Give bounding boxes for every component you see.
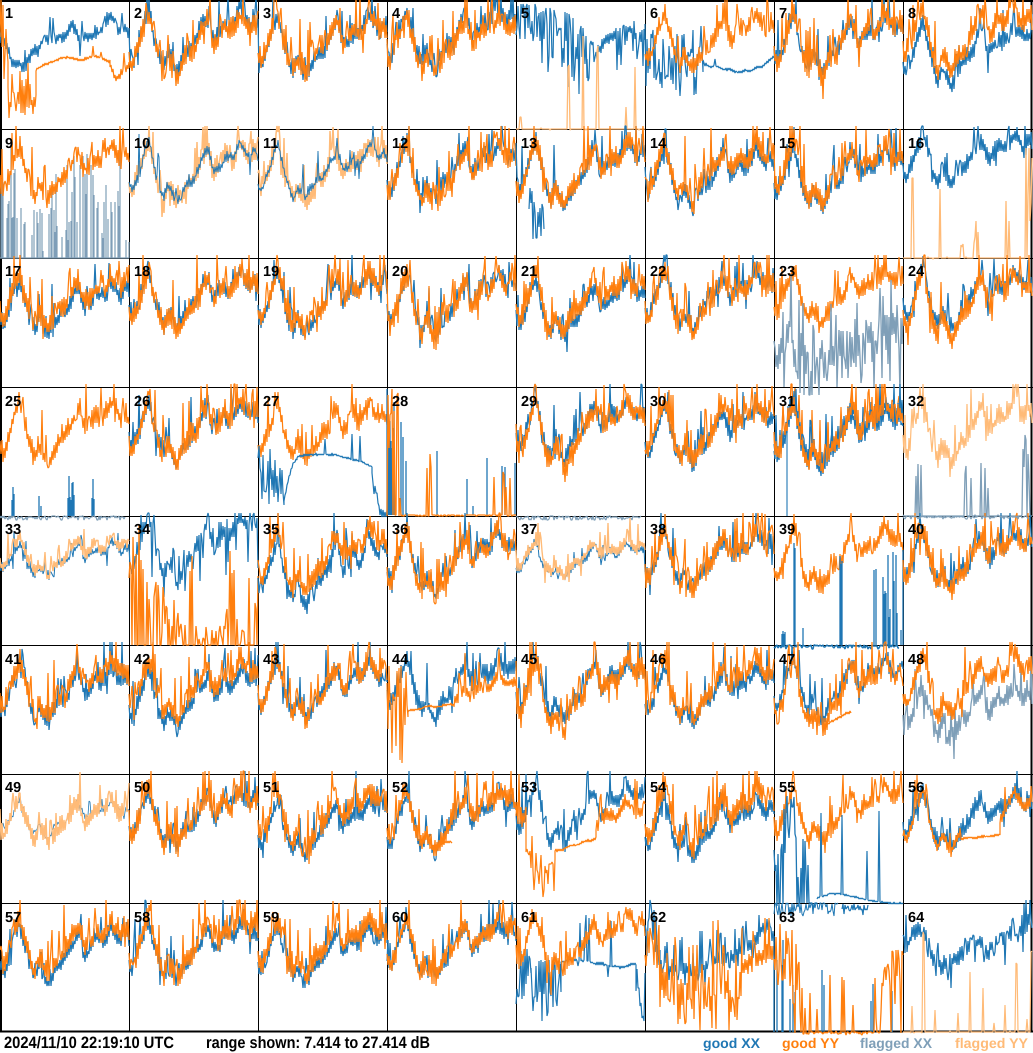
svg-text:13: 13	[521, 136, 537, 152]
svg-text:40: 40	[908, 522, 924, 538]
svg-text:41: 41	[5, 652, 21, 668]
svg-text:2: 2	[134, 6, 142, 22]
svg-text:1: 1	[5, 6, 13, 22]
svg-text:43: 43	[263, 652, 279, 668]
svg-text:12: 12	[392, 136, 408, 152]
svg-text:good YY: good YY	[782, 1035, 840, 1051]
svg-text:62: 62	[650, 910, 666, 926]
svg-text:35: 35	[263, 522, 279, 538]
svg-text:32: 32	[908, 394, 924, 410]
svg-text:7: 7	[779, 6, 787, 22]
svg-text:21: 21	[521, 264, 537, 280]
svg-text:31: 31	[779, 394, 795, 410]
svg-text:58: 58	[134, 910, 150, 926]
svg-text:34: 34	[134, 522, 150, 538]
svg-text:30: 30	[650, 394, 666, 410]
svg-text:57: 57	[5, 910, 21, 926]
svg-text:flagged YY: flagged YY	[955, 1035, 1029, 1051]
svg-text:60: 60	[392, 910, 408, 926]
svg-text:48: 48	[908, 652, 924, 668]
svg-text:56: 56	[908, 780, 924, 796]
svg-text:6: 6	[650, 6, 658, 22]
svg-text:64: 64	[908, 910, 924, 926]
svg-text:54: 54	[650, 780, 666, 796]
svg-text:25: 25	[5, 394, 21, 410]
svg-text:29: 29	[521, 394, 537, 410]
svg-text:15: 15	[779, 136, 795, 152]
svg-text:61: 61	[521, 910, 537, 926]
svg-text:17: 17	[5, 264, 21, 280]
svg-text:2024/11/10 22:19:10 UTC: 2024/11/10 22:19:10 UTC	[4, 1034, 174, 1052]
svg-text:5: 5	[521, 6, 529, 22]
svg-text:19: 19	[263, 264, 279, 280]
svg-text:16: 16	[908, 136, 924, 152]
svg-text:49: 49	[5, 780, 21, 796]
svg-text:10: 10	[134, 136, 150, 152]
svg-text:47: 47	[779, 652, 795, 668]
svg-text:33: 33	[5, 522, 21, 538]
svg-text:8: 8	[908, 6, 916, 22]
svg-text:53: 53	[521, 780, 537, 796]
svg-text:26: 26	[134, 394, 150, 410]
svg-text:28: 28	[392, 394, 408, 410]
svg-text:59: 59	[263, 910, 279, 926]
svg-text:52: 52	[392, 780, 408, 796]
svg-text:23: 23	[779, 264, 795, 280]
svg-text:45: 45	[521, 652, 537, 668]
svg-text:42: 42	[134, 652, 150, 668]
svg-text:51: 51	[263, 780, 279, 796]
svg-text:22: 22	[650, 264, 666, 280]
svg-text:36: 36	[392, 522, 408, 538]
svg-text:4: 4	[392, 6, 400, 22]
svg-text:39: 39	[779, 522, 795, 538]
svg-text:46: 46	[650, 652, 666, 668]
svg-text:20: 20	[392, 264, 408, 280]
svg-text:38: 38	[650, 522, 666, 538]
svg-text:37: 37	[521, 522, 537, 538]
svg-text:9: 9	[5, 136, 13, 152]
svg-text:14: 14	[650, 136, 666, 152]
svg-text:18: 18	[134, 264, 150, 280]
svg-text:flagged XX: flagged XX	[860, 1035, 933, 1051]
svg-text:44: 44	[392, 652, 408, 668]
svg-text:3: 3	[263, 6, 271, 22]
svg-text:63: 63	[779, 910, 795, 926]
svg-text:24: 24	[908, 264, 924, 280]
svg-text:50: 50	[134, 780, 150, 796]
svg-text:range shown: 7.414 to 27.414 d: range shown: 7.414 to 27.414 dB	[206, 1034, 430, 1052]
svg-text:55: 55	[779, 780, 795, 796]
svg-text:11: 11	[263, 136, 278, 152]
svg-text:27: 27	[263, 394, 279, 410]
svg-text:good XX: good XX	[703, 1035, 761, 1051]
